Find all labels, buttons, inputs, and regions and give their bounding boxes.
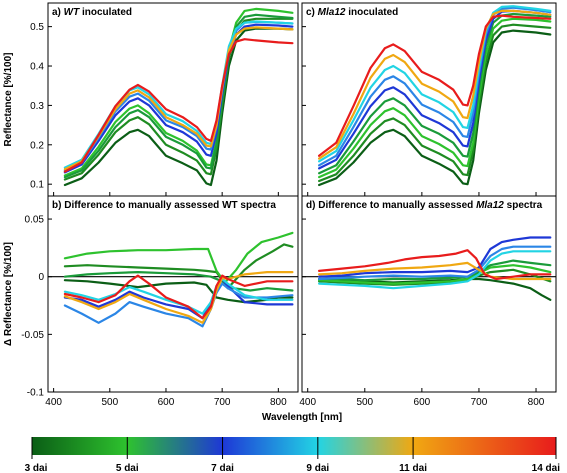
panel-d-series-14-dai xyxy=(318,249,552,281)
colorbar-ticks: 3 dai 5 dai 7 dai 9 dai 11 dai 14 dai xyxy=(25,437,561,473)
panel-d-xtick-label: 700 xyxy=(471,397,488,408)
colorbar-label: 14 dai xyxy=(532,463,561,473)
panel-a-ytick-label: 0.4 xyxy=(30,62,44,73)
panel-c-yticks xyxy=(302,26,306,185)
panel-d-xtick-label: 400 xyxy=(299,397,316,408)
colorbar-label: 5 dai xyxy=(116,463,139,473)
panel-a-title: a) WT inoculated xyxy=(52,7,132,18)
panel-a-series-8-dai xyxy=(63,20,294,172)
panel-b-series xyxy=(63,231,294,328)
panel-b-series-8-dai xyxy=(63,282,294,328)
colorbar-label: 9 dai xyxy=(306,463,329,473)
panel-b-frame xyxy=(47,195,299,393)
panel-d-title-italic: Mla12 xyxy=(476,200,504,211)
panel-b-ytick-label: -0.1 xyxy=(27,388,45,399)
panel-d-series-7-dai xyxy=(318,236,552,278)
panel-d-series-6-dai xyxy=(318,259,552,282)
x-axis-label: Wavelength [nm] xyxy=(262,412,342,423)
panel-b-xtick-label: 800 xyxy=(270,397,287,408)
panel-a-series-11-dai xyxy=(63,26,294,171)
panel-b-ytick-label: 0.05 xyxy=(25,215,45,226)
colorbar-label: 3 dai xyxy=(25,463,48,473)
panel-c-title-italic: Mla12 xyxy=(318,7,346,18)
panel-a-ytick-label: 0.3 xyxy=(30,101,44,112)
panel-b-ytick-label: 0 xyxy=(38,272,44,283)
panel-d-series-5-dai xyxy=(318,264,552,285)
panel-a-ytick-label: 0.5 xyxy=(30,22,44,33)
panel-c-series-11-dai xyxy=(318,9,552,160)
panel-c-title-suffix: inoculated xyxy=(345,7,398,18)
colorbar-strip xyxy=(32,437,556,455)
panel-b-xtick-label: 700 xyxy=(214,397,231,408)
colorbar-label: 7 dai xyxy=(211,463,234,473)
panel-d-xtick-label: 600 xyxy=(414,397,431,408)
panel-c-xticks xyxy=(307,192,537,196)
panel-b-xticks: 400 500 600 700 800 xyxy=(45,388,287,408)
panel-d-series-8-dai xyxy=(318,245,552,281)
panel-c-series-3-dai xyxy=(318,29,552,187)
panel-a-yticks: 0.1 0.2 0.3 0.4 0.5 xyxy=(30,22,52,191)
panel-c-series-4-dai xyxy=(318,23,552,183)
panel-d-frame xyxy=(301,195,557,393)
y-axis-label-bottom: Δ Reflectance [%/100] xyxy=(3,242,14,346)
panel-a-xticks xyxy=(53,192,279,196)
panel-b-series-9-dai xyxy=(63,277,294,315)
panel-b-series-11-dai xyxy=(63,271,294,324)
panel-d-xtick-label: 500 xyxy=(356,397,373,408)
panel-a-series-3-dai xyxy=(63,27,294,187)
panel-d-yticks xyxy=(302,218,306,393)
panel-d-title: d) Difference to manually assessed Mla12… xyxy=(306,200,543,211)
panel-a-series xyxy=(63,7,294,187)
panel-b-yticks: -0.1 -0.05 0 0.05 xyxy=(21,215,52,399)
panel-c-series-8-dai xyxy=(318,6,552,167)
panel-d-series-11-dai xyxy=(318,261,552,281)
panel-c-series-7-dai xyxy=(318,9,552,170)
panel-c-series xyxy=(318,5,552,187)
y-axis-label-top: Reflectance [%/100] xyxy=(3,53,14,147)
panel-a-series-7-dai xyxy=(63,23,294,174)
panel-a-wt-inoculated: a) WT inoculated 0.1 0.2 0.3 0.4 0.5 xyxy=(30,2,299,197)
panel-a-ytick-label: 0.1 xyxy=(30,180,44,191)
panel-c-series-14-dai xyxy=(318,14,552,157)
panel-d-title-suffix: spectra xyxy=(504,200,543,211)
panel-d-mla12-difference: d) Difference to manually assessed Mla12… xyxy=(299,195,557,408)
panel-d-xtick-label: 800 xyxy=(528,397,545,408)
panel-a-series-14-dai xyxy=(63,38,294,173)
panel-a-series-4-dai xyxy=(63,17,294,181)
panel-a-title-prefix: a) xyxy=(52,7,64,18)
panel-b-wt-difference: b) Difference to manually assessed WT sp… xyxy=(21,195,299,408)
panel-b-title-prefix: b) Difference to manually assessed xyxy=(52,200,222,211)
panel-b-series-14-dai xyxy=(63,274,294,320)
panel-a-series-6-dai xyxy=(63,13,294,179)
panel-b-series-5-dai xyxy=(63,231,294,284)
panel-a-ytick-label: 0.2 xyxy=(30,140,44,151)
panel-c-series-5-dai xyxy=(318,17,552,179)
panel-d-title-prefix: d) Difference to manually assessed xyxy=(306,200,476,211)
panel-d-series-9-dai xyxy=(318,250,552,290)
panel-c-mla12-inoculated: c) Mla12 inoculated xyxy=(301,2,557,197)
panel-b-series-6-dai xyxy=(63,271,294,292)
panel-c-title: c) Mla12 inoculated xyxy=(306,7,398,18)
colorbar-label: 11 dai xyxy=(399,463,427,473)
panel-b-series-4-dai xyxy=(63,243,294,290)
panel-b-ytick-label: -0.05 xyxy=(21,330,44,341)
panel-b-xtick-label: 600 xyxy=(158,397,175,408)
panel-b-title-suffix: WT spectra xyxy=(222,200,276,211)
panel-a-title-italic: WT xyxy=(64,7,80,18)
panel-a-series-5-dai xyxy=(63,7,294,177)
panel-d-series xyxy=(318,236,552,301)
panel-b-title: b) Difference to manually assessed WT sp… xyxy=(52,200,276,211)
colorbar: 3 dai 5 dai 7 dai 9 dai 11 dai 14 dai xyxy=(25,437,561,473)
panel-c-series-9-dai xyxy=(318,5,552,163)
panel-b-xtick-label: 500 xyxy=(101,397,118,408)
panel-d-xticks: 400 500 600 700 800 xyxy=(299,388,545,408)
panel-c-title-prefix: c) xyxy=(306,7,318,18)
panel-b-xtick-label: 400 xyxy=(45,397,62,408)
panel-a-title-suffix: inoculated xyxy=(79,7,132,18)
